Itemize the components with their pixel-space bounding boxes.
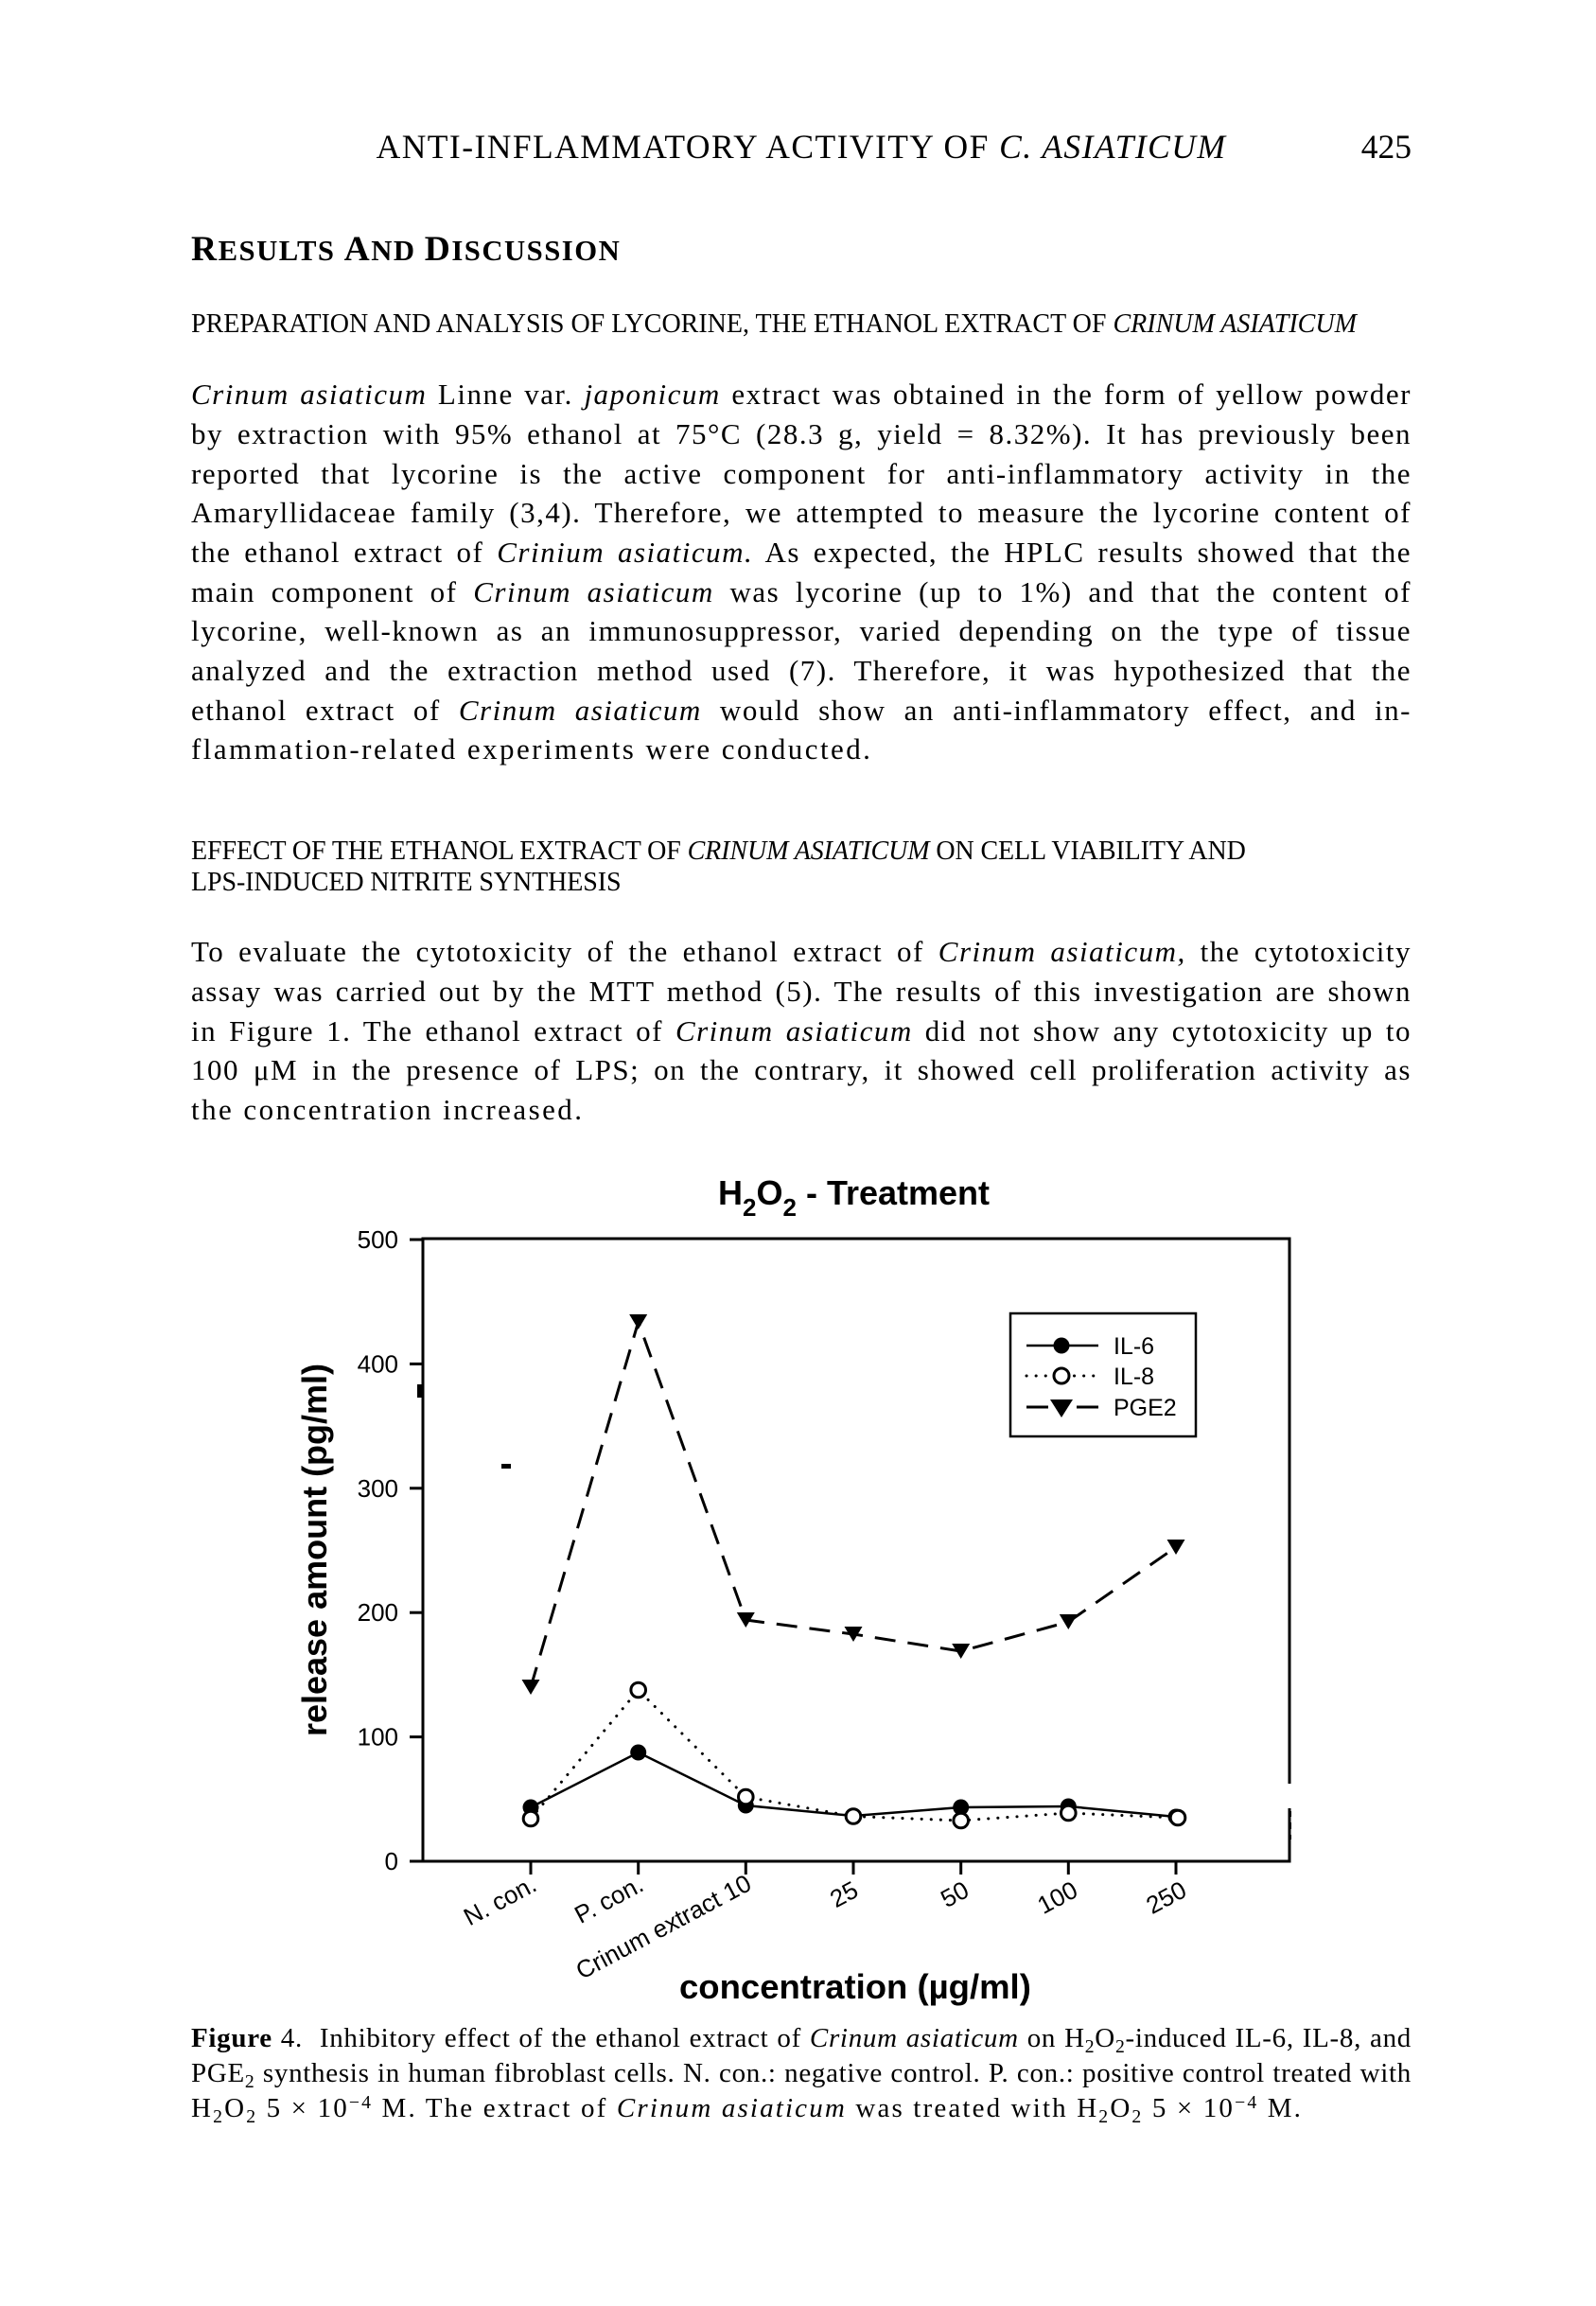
svg-text:50: 50: [936, 1875, 973, 1913]
svg-text:200: 200: [358, 1598, 398, 1627]
svg-text:100: 100: [1032, 1875, 1081, 1920]
svg-text:concentration (µg/ml): concentration (µg/ml): [679, 1967, 1031, 2006]
svg-text:0: 0: [385, 1847, 398, 1875]
svg-text:300: 300: [358, 1474, 398, 1503]
svg-text:250: 250: [1141, 1875, 1190, 1920]
svg-text:IL-6: IL-6: [1114, 1333, 1154, 1360]
svg-text:N. con.: N. con.: [459, 1870, 541, 1931]
svg-text:P. con.: P. con.: [570, 1870, 648, 1929]
svg-text:IL-8: IL-8: [1114, 1364, 1154, 1390]
svg-text:release amount (pg/ml): release amount (pg/ml): [295, 1364, 334, 1736]
svg-text:100: 100: [358, 1723, 398, 1752]
svg-text:500: 500: [358, 1225, 398, 1254]
svg-text:400: 400: [358, 1349, 398, 1378]
svg-text:PGE2: PGE2: [1114, 1395, 1177, 1421]
svg-text:25: 25: [825, 1875, 863, 1913]
svg-text:H2O2 - Treatment: H2O2 - Treatment: [718, 1173, 990, 1222]
